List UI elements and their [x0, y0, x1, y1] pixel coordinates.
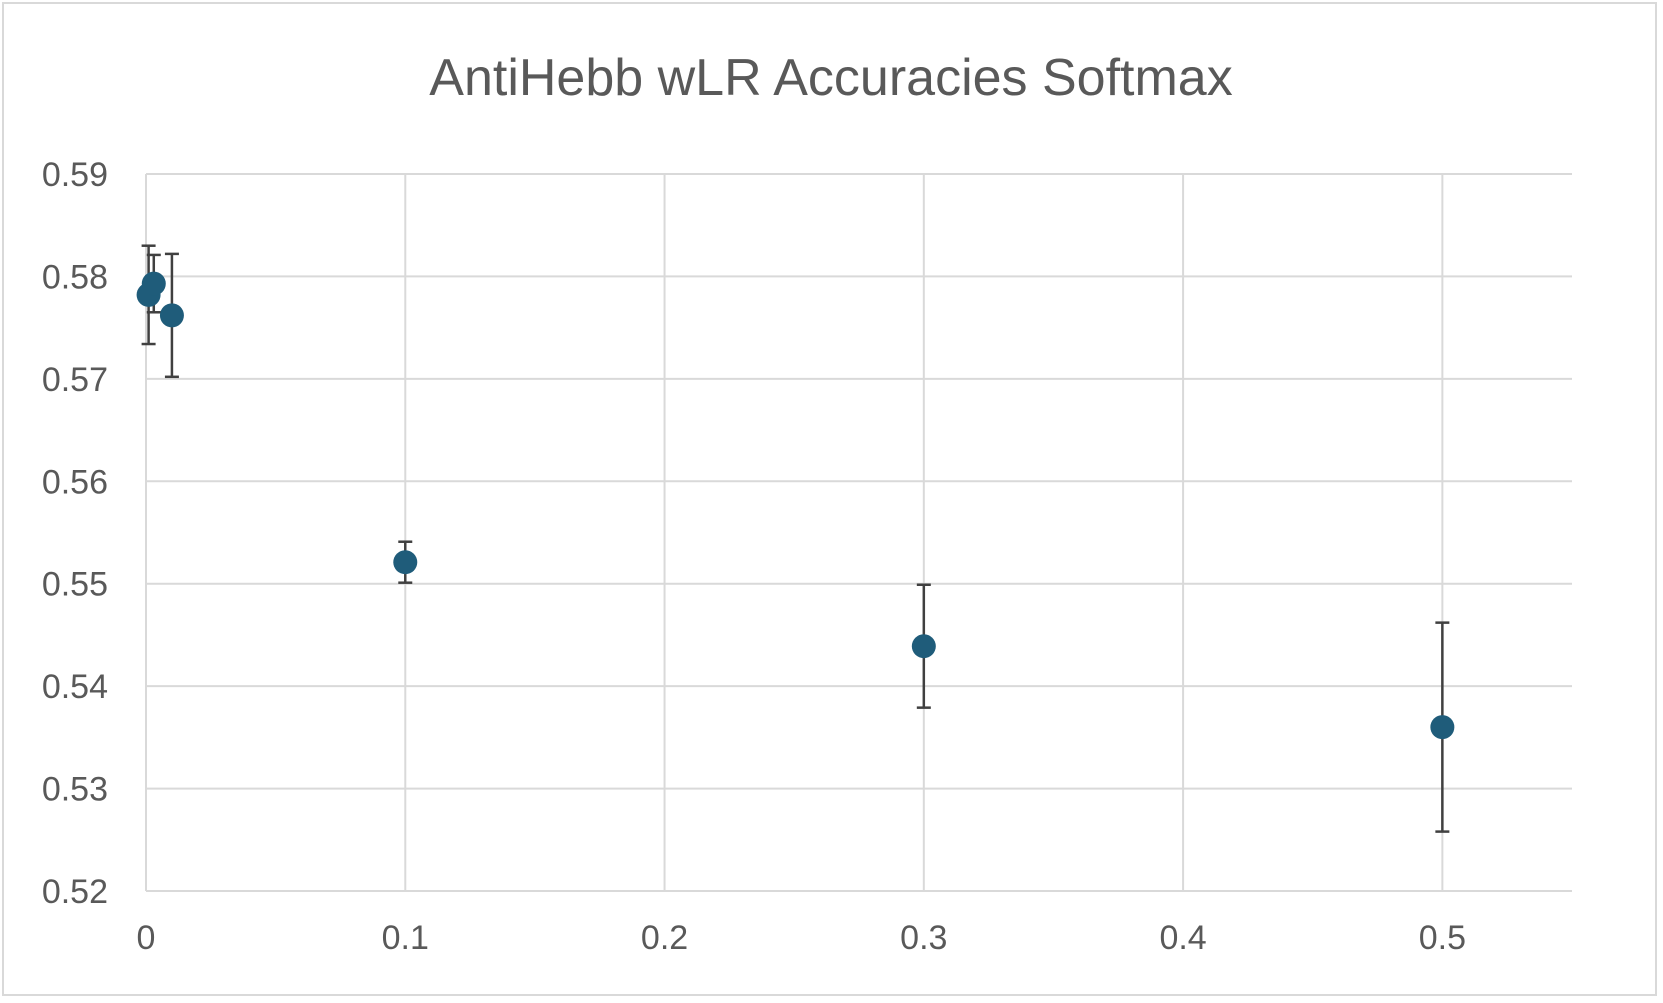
data-points — [136, 271, 1455, 740]
grid-layer — [145, 173, 1572, 892]
y-tick-label: 0.59 — [42, 156, 108, 194]
y-tick-label: 0.54 — [42, 668, 108, 706]
data-point — [1430, 715, 1455, 740]
data-point — [141, 271, 166, 296]
x-tick-label: 0.5 — [1419, 919, 1466, 957]
x-tick-label: 0.2 — [641, 919, 688, 957]
y-tick-label: 0.56 — [42, 463, 108, 501]
x-tick-label: 0.3 — [900, 919, 947, 957]
data-point — [393, 550, 418, 575]
y-tick-label: 0.55 — [42, 566, 108, 604]
y-tick-label: 0.52 — [42, 873, 108, 911]
y-axis-tick-labels: 0.52 0.53 0.54 0.55 0.56 0.57 0.58 0.59 — [42, 156, 108, 911]
x-axis-tick-labels: 0 0.1 0.2 0.3 0.4 0.5 — [137, 919, 1466, 957]
x-tick-label: 0.4 — [1159, 919, 1206, 957]
data-point — [159, 303, 184, 328]
y-tick-label: 0.53 — [42, 771, 108, 809]
x-tick-label: 0 — [137, 919, 156, 957]
error-bars — [141, 244, 1450, 833]
y-tick-label: 0.57 — [42, 361, 108, 399]
data-point — [911, 634, 936, 659]
x-tick-label: 0.1 — [382, 919, 429, 957]
y-tick-label: 0.58 — [42, 258, 108, 296]
chart-title: AntiHebb wLR Accuracies Softmax — [429, 49, 1232, 107]
